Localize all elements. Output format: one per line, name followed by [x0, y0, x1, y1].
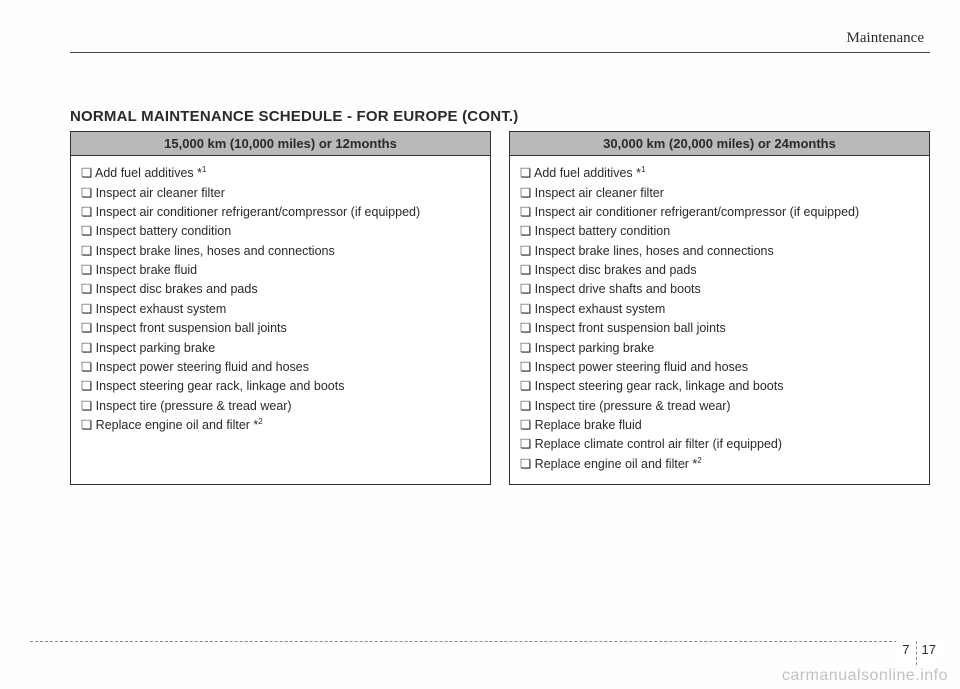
footnote-ref: 1	[641, 165, 645, 174]
list-item: ❏ Inspect disc brakes and pads	[520, 261, 919, 280]
page-content: Maintenance NORMAL MAINTENANCE SCHEDULE …	[70, 30, 930, 659]
page-header: Maintenance	[70, 30, 930, 70]
col-body-30000: ❏ Add fuel additives *1❏ Inspect air cle…	[510, 156, 929, 484]
list-item: ❏ Inspect drive shafts and boots	[520, 280, 919, 299]
footnote-ref: 1	[202, 165, 206, 174]
schedule-col-30000: 30,000 km (20,000 miles) or 24months ❏ A…	[509, 131, 930, 485]
col-heading: 15,000 km (10,000 miles) or 12months	[71, 132, 490, 156]
page-number-box: 7 17	[896, 639, 942, 660]
list-item: ❏ Inspect steering gear rack, linkage an…	[81, 377, 480, 396]
list-item: ❏ Add fuel additives *1	[520, 164, 919, 184]
list-item: ❏ Inspect power steering fluid and hoses	[81, 358, 480, 377]
list-item: ❏ Inspect battery condition	[81, 222, 480, 241]
list-item: ❏ Inspect parking brake	[81, 339, 480, 358]
list-item: ❏ Inspect steering gear rack, linkage an…	[520, 377, 919, 396]
page-section: 7	[896, 639, 915, 660]
list-item: ❏ Inspect tire (pressure & tread wear)	[520, 397, 919, 416]
watermark: carmanualsonline.info	[782, 667, 948, 685]
footnote-ref: 2	[258, 417, 262, 426]
list-item: ❏ Inspect power steering fluid and hoses	[520, 358, 919, 377]
list-item: ❏ Replace climate control air filter (if…	[520, 435, 919, 454]
section-title: NORMAL MAINTENANCE SCHEDULE - FOR EUROPE…	[70, 108, 930, 125]
list-item: ❏ Inspect exhaust system	[81, 300, 480, 319]
list-item: ❏ Inspect air cleaner filter	[520, 184, 919, 203]
list-item: ❏ Replace engine oil and filter *2	[81, 416, 480, 436]
list-item: ❏ Replace brake fluid	[520, 416, 919, 435]
list-item: ❏ Inspect air conditioner refrigerant/co…	[520, 203, 919, 222]
chapter-title: Maintenance	[847, 30, 924, 47]
list-item: ❏ Inspect front suspension ball joints	[520, 319, 919, 338]
list-item: ❏ Replace engine oil and filter *2	[520, 455, 919, 475]
footnote-ref: 2	[697, 456, 701, 465]
list-item: ❏ Inspect front suspension ball joints	[81, 319, 480, 338]
list-item: ❏ Inspect parking brake	[520, 339, 919, 358]
col-body-15000: ❏ Add fuel additives *1❏ Inspect air cle…	[71, 156, 490, 446]
footer-rule	[30, 641, 942, 642]
list-item: ❏ Inspect disc brakes and pads	[81, 280, 480, 299]
list-item: ❏ Inspect battery condition	[520, 222, 919, 241]
page-number-divider	[916, 641, 917, 665]
list-item: ❏ Add fuel additives *1	[81, 164, 480, 184]
list-item: ❏ Inspect brake lines, hoses and connect…	[520, 242, 919, 261]
list-item: ❏ Inspect tire (pressure & tread wear)	[81, 397, 480, 416]
schedule-col-15000: 15,000 km (10,000 miles) or 12months ❏ A…	[70, 131, 491, 485]
list-item: ❏ Inspect exhaust system	[520, 300, 919, 319]
list-item: ❏ Inspect air cleaner filter	[81, 184, 480, 203]
list-item: ❏ Inspect brake fluid	[81, 261, 480, 280]
list-item: ❏ Inspect air conditioner refrigerant/co…	[81, 203, 480, 222]
page-number: 17	[916, 639, 942, 660]
col-heading: 30,000 km (20,000 miles) or 24months	[510, 132, 929, 156]
header-rule	[70, 52, 930, 53]
schedule-columns: 15,000 km (10,000 miles) or 12months ❏ A…	[70, 131, 930, 485]
list-item: ❏ Inspect brake lines, hoses and connect…	[81, 242, 480, 261]
